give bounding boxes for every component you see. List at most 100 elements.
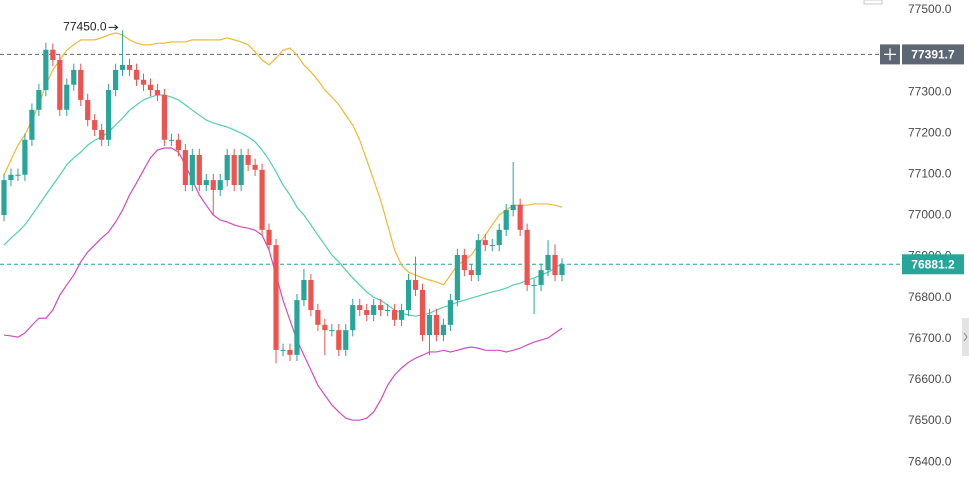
candle-body xyxy=(531,284,537,286)
candle-body xyxy=(203,180,209,186)
candle-body xyxy=(552,254,558,276)
candle-body xyxy=(378,305,384,311)
candle-body xyxy=(559,264,565,276)
candle-body xyxy=(238,155,244,186)
y-tick-label: 77300.0 xyxy=(908,84,952,98)
candle-body xyxy=(231,155,237,186)
candle-body xyxy=(454,254,460,301)
candle-body xyxy=(517,204,523,230)
candle-body xyxy=(524,229,530,285)
candle-body xyxy=(364,310,370,315)
candle-body xyxy=(64,84,70,110)
candle-body xyxy=(301,279,307,301)
candle-body xyxy=(168,139,174,141)
candle-body xyxy=(217,180,223,190)
candle-body xyxy=(308,279,314,311)
candle-body xyxy=(189,155,195,186)
candle-body xyxy=(433,314,440,336)
y-tick-label: 77100.0 xyxy=(908,167,952,181)
candle-body xyxy=(489,245,495,247)
candle-body xyxy=(196,155,202,186)
candle-body xyxy=(510,204,516,211)
candle-body xyxy=(329,330,335,332)
candle-body xyxy=(447,300,453,325)
candle-body xyxy=(412,279,419,290)
max-arrow xyxy=(108,24,119,31)
candle-body xyxy=(468,270,474,276)
candle-body xyxy=(280,349,286,351)
candle-body xyxy=(336,330,342,350)
y-tick-label: 77000.0 xyxy=(908,208,952,222)
candle-body xyxy=(126,64,133,70)
price-label-box xyxy=(902,44,964,65)
band-line xyxy=(3,147,563,421)
candle-body xyxy=(99,129,105,140)
candle-body xyxy=(357,305,363,311)
add-icon xyxy=(884,48,896,61)
candle-body xyxy=(106,90,112,140)
y-tick-label: 77200.0 xyxy=(908,125,952,139)
price-label: 77391.7 xyxy=(911,48,955,62)
candle-body xyxy=(245,155,251,165)
candle-body xyxy=(259,169,265,230)
candle-body xyxy=(71,69,77,85)
candle-body xyxy=(461,254,467,271)
candle-body xyxy=(385,310,391,312)
candle-body xyxy=(273,245,279,350)
candle-body xyxy=(426,314,433,336)
candle-body xyxy=(29,109,35,140)
toolbar-icon[interactable] xyxy=(863,0,883,5)
candle-body xyxy=(161,94,168,140)
candle-body xyxy=(392,310,398,320)
max-label: 77450.0 xyxy=(63,20,107,34)
scroll-arrow xyxy=(963,332,968,342)
candle-body xyxy=(119,64,126,70)
candle-body xyxy=(140,79,147,85)
candle-body xyxy=(36,90,42,110)
scroll-handle[interactable] xyxy=(962,318,969,356)
candle-body xyxy=(496,229,502,246)
candle-body xyxy=(343,330,349,350)
y-tick-label: 76500.0 xyxy=(908,413,952,427)
candle-body xyxy=(371,305,377,315)
candle-body xyxy=(475,240,481,276)
candle-body xyxy=(57,60,63,110)
candle-body xyxy=(133,69,140,80)
candle-body xyxy=(210,180,216,190)
candle-body xyxy=(440,324,447,336)
candle-body xyxy=(398,310,405,320)
candle-body xyxy=(175,139,181,151)
y-tick-label: 76400.0 xyxy=(908,454,952,468)
band-line xyxy=(3,94,563,317)
candle-body xyxy=(405,279,412,311)
candle-body xyxy=(147,84,154,91)
candle-body xyxy=(22,139,28,175)
candle-body xyxy=(315,310,321,325)
candle-body xyxy=(350,305,356,331)
candle-body xyxy=(266,229,272,246)
candle-body xyxy=(113,69,119,91)
y-tick-label: 77500.0 xyxy=(908,2,952,16)
candle-body xyxy=(252,164,258,170)
candle-body xyxy=(15,174,21,176)
candle-body xyxy=(8,174,14,181)
candle-body xyxy=(224,155,230,181)
price-label-box xyxy=(902,254,964,275)
candle-body xyxy=(538,270,544,285)
candle-body xyxy=(294,300,300,355)
candle-body xyxy=(482,240,488,246)
y-tick-label: 76600.0 xyxy=(908,372,952,386)
band-line xyxy=(3,32,563,286)
y-tick-label: 76700.0 xyxy=(908,331,952,345)
candle-body xyxy=(287,349,293,355)
price-label: 76881.2 xyxy=(911,257,955,271)
candle-body xyxy=(85,99,91,121)
candle-body xyxy=(92,120,98,130)
candle-body xyxy=(1,180,7,216)
candle-body xyxy=(503,210,509,230)
candle-body xyxy=(322,324,328,331)
candle-body xyxy=(43,49,49,91)
y-tick-label: 76800.0 xyxy=(908,290,952,304)
